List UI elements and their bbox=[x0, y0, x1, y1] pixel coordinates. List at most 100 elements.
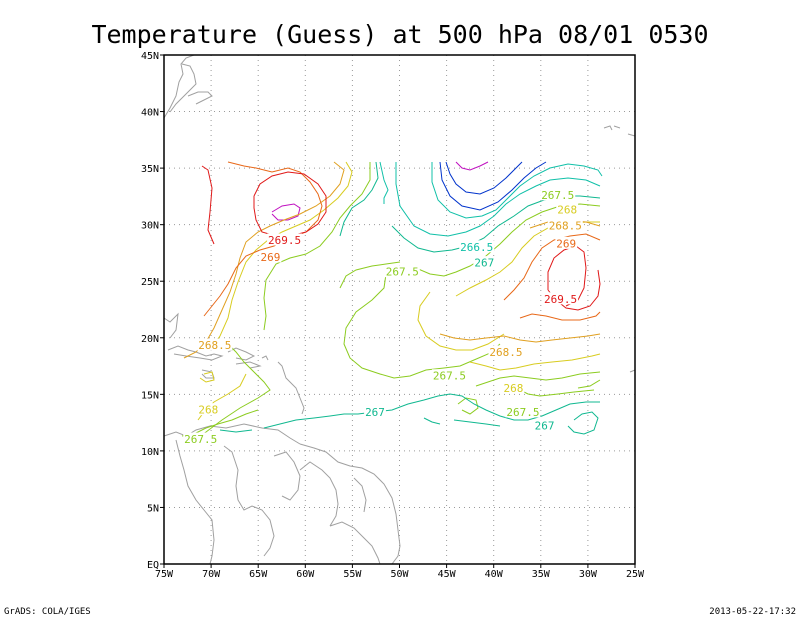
contour-label-bg bbox=[502, 381, 525, 394]
coastline bbox=[261, 355, 269, 361]
coastline bbox=[235, 361, 262, 369]
contour-line bbox=[577, 379, 601, 389]
contour-label: 267 bbox=[365, 406, 385, 419]
contour-line bbox=[339, 161, 379, 237]
coastline bbox=[299, 461, 339, 527]
contour-label: 268.5 bbox=[489, 346, 522, 359]
contour-line bbox=[395, 162, 601, 237]
y-tick-label: 40N bbox=[141, 108, 159, 119]
x-tick-label: 55W bbox=[343, 569, 362, 580]
contour-label: 267.5 bbox=[506, 406, 539, 419]
contour-labels: 269.5269267.5266.5267267.5268268.5269269… bbox=[183, 188, 583, 446]
x-tick-label: 45W bbox=[438, 569, 457, 580]
y-tick-label: 10N bbox=[141, 447, 159, 458]
coastline bbox=[277, 361, 305, 415]
contour-label-bg bbox=[505, 405, 541, 418]
contour-line bbox=[183, 161, 345, 359]
chart-title: Temperature (Guess) at 500 hPa 08/01 053… bbox=[91, 20, 708, 49]
contour-label-bg bbox=[459, 240, 495, 253]
plot-frame bbox=[163, 54, 636, 565]
contour-label-bg bbox=[533, 419, 556, 432]
contour-line bbox=[439, 333, 601, 343]
coastline bbox=[299, 443, 401, 565]
contour-line bbox=[439, 161, 547, 211]
contour-line bbox=[263, 162, 371, 331]
contour-line bbox=[343, 273, 501, 379]
contour-line bbox=[199, 371, 215, 383]
x-tick-label: 30W bbox=[579, 569, 598, 580]
coastline bbox=[163, 312, 179, 339]
x-tick-label: 60W bbox=[296, 569, 315, 580]
x-tick-label: 50W bbox=[390, 569, 409, 580]
contour-label: 269 bbox=[556, 237, 576, 250]
contour-label: 269.5 bbox=[268, 234, 301, 247]
coastline bbox=[163, 54, 195, 119]
contour-line bbox=[455, 161, 489, 171]
y-tick-label: 20N bbox=[141, 334, 159, 345]
contour-label: 267.5 bbox=[433, 370, 466, 383]
footer-right: 2013-05-22-17:32 bbox=[709, 607, 796, 617]
contour-label: 266.5 bbox=[460, 241, 493, 254]
contour-line bbox=[445, 161, 523, 195]
coastlines bbox=[163, 54, 636, 565]
coastline bbox=[627, 133, 636, 137]
contour-line bbox=[457, 397, 479, 415]
contour-label-bg bbox=[488, 345, 524, 358]
x-axis: 75W 70W 65W 60W 55W 50W 45W 40W 35W 30W 25W bbox=[155, 564, 645, 580]
contour-line bbox=[201, 165, 215, 245]
contour-label-bg bbox=[556, 202, 579, 215]
y-tick-label: 45N bbox=[141, 51, 159, 62]
y-tick-label: 35N bbox=[141, 164, 159, 175]
contour-label: 267.5 bbox=[541, 189, 574, 202]
contour-line bbox=[475, 371, 601, 387]
contour-label: 267 bbox=[474, 257, 494, 270]
coastline bbox=[329, 521, 381, 565]
coastline bbox=[163, 423, 301, 445]
contour-label-bg bbox=[431, 369, 467, 382]
contour-label: 268.5 bbox=[198, 339, 231, 352]
contour-label: 268.5 bbox=[549, 219, 582, 232]
contour-line bbox=[423, 417, 441, 425]
contour-line bbox=[219, 429, 253, 433]
x-tick-label: 65W bbox=[249, 569, 268, 580]
x-tick-label: 40W bbox=[485, 569, 504, 580]
footer-left: GrADS: COLA/IGES bbox=[4, 607, 91, 617]
contour-label: 269.5 bbox=[544, 293, 577, 306]
contour-line bbox=[253, 171, 327, 237]
contour-label: 267.5 bbox=[386, 266, 419, 279]
contour-label-bg bbox=[183, 432, 219, 445]
contour-label-bg bbox=[384, 265, 420, 278]
contour-label-bg bbox=[547, 218, 583, 231]
coastline bbox=[353, 477, 367, 513]
contour-line bbox=[203, 161, 323, 317]
contour-line bbox=[379, 161, 389, 204]
coastline bbox=[187, 91, 213, 105]
contour-line bbox=[431, 162, 603, 219]
contour-label: 269 bbox=[261, 251, 281, 264]
x-tick-label: 35W bbox=[532, 569, 551, 580]
contour-line bbox=[503, 233, 601, 301]
contour-label-bg bbox=[267, 233, 303, 246]
contour-line bbox=[519, 311, 601, 321]
x-tick-label: 25W bbox=[626, 569, 645, 580]
contour-label: 267 bbox=[535, 420, 555, 433]
contour-label-bg bbox=[197, 338, 233, 351]
contour-line bbox=[453, 419, 501, 427]
y-tick-label: 25N bbox=[141, 277, 159, 288]
y-axis: EQ 5N 10N 15N 20N 25N 30N 35N 40N 45N bbox=[141, 51, 164, 571]
y-tick-label: 15N bbox=[141, 390, 159, 401]
y-tick-label: EQ bbox=[147, 560, 159, 571]
contour-label-bg bbox=[555, 236, 578, 249]
x-tick-label: 70W bbox=[202, 569, 221, 580]
contour-label-bg bbox=[473, 256, 496, 269]
coastline bbox=[167, 345, 224, 361]
contour-line bbox=[339, 261, 401, 289]
coastline bbox=[603, 125, 621, 131]
contour-line bbox=[271, 203, 301, 221]
contour-label-bg bbox=[540, 188, 576, 201]
coastline bbox=[223, 445, 275, 557]
contour-label-bg bbox=[259, 250, 282, 263]
contour-label: 268 bbox=[557, 203, 577, 216]
contour-line bbox=[469, 353, 601, 371]
